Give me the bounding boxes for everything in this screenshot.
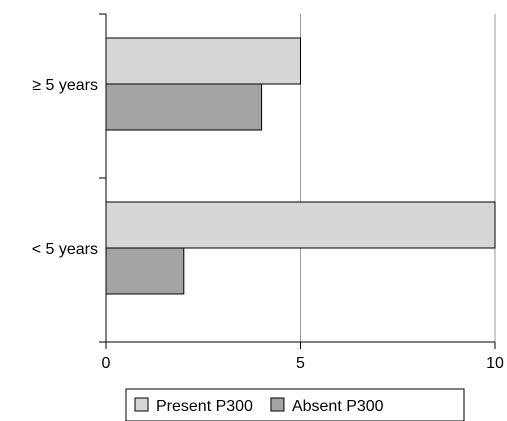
category-labels: ≥ 5 years < 5 years	[32, 77, 98, 258]
category-label: < 5 years	[32, 241, 98, 258]
legend-swatch-absent-p300	[270, 397, 285, 412]
legend: Present P300 Absent P300	[125, 388, 465, 421]
legend-label-absent-p300: Absent P300	[292, 398, 384, 415]
bar-absent-p300-0	[105, 83, 263, 131]
legend-label-present-p300: Present P300	[156, 398, 253, 415]
tick-labels: 0 5 10	[102, 355, 504, 372]
grid-lines	[300, 14, 496, 342]
axes	[99, 13, 496, 349]
bar-present-p300-1	[105, 201, 496, 249]
legend-swatch-present-p300	[134, 397, 149, 412]
category-label: ≥ 5 years	[32, 77, 98, 94]
x-tick-label: 0	[102, 355, 111, 372]
x-tick-label: 10	[486, 355, 504, 372]
bar-absent-p300-1	[105, 247, 185, 295]
legend-box	[125, 388, 465, 421]
bar-present-p300-0	[105, 37, 301, 85]
x-tick-label: 5	[296, 355, 305, 372]
